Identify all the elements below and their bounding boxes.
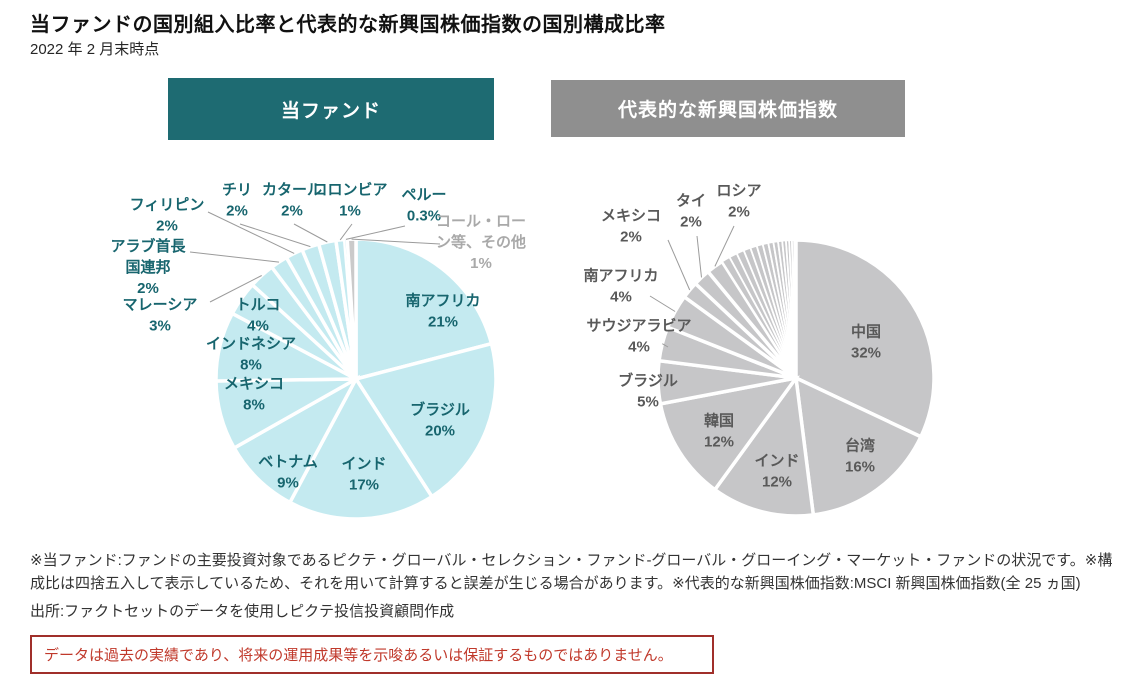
leader-line bbox=[351, 238, 441, 245]
pie-slice bbox=[794, 238, 936, 440]
page-title: 当ファンドの国別組入比率と代表的な新興国株価指数の国別構成比率 bbox=[30, 14, 666, 36]
slice-label: 中国 32% bbox=[851, 322, 881, 361]
pie-slice bbox=[287, 375, 435, 521]
disclaimer-box: データは過去の実績であり、将来の運用成果等を示唆あるいは保証するものではありませ… bbox=[30, 635, 714, 674]
source-note: 出所:ファクトセットのデータを使用しピクテ投信投資顧問作成 bbox=[30, 603, 455, 620]
pie-slice bbox=[793, 375, 924, 517]
pie-slice bbox=[353, 341, 498, 500]
leader-line bbox=[207, 211, 295, 254]
slice-label: インドネシア 8% bbox=[206, 335, 296, 373]
leader-line bbox=[649, 295, 676, 312]
slice-label: トルコ 4% bbox=[236, 296, 281, 334]
fund-chart-header: 当ファンド bbox=[168, 78, 494, 140]
slice-label: メキシコ 2% bbox=[601, 207, 661, 245]
slice-label: コール・ローン等、その他 1% bbox=[436, 213, 526, 272]
leader-line bbox=[662, 343, 669, 348]
slice-label: サウジアラビア 4% bbox=[586, 317, 691, 355]
pie-slice bbox=[712, 373, 816, 518]
fund-pie-chart: 南アフリカ 21% ブラジル 20% インド 17% ベトナム 9% メキシコ 8%インドネシア 8… bbox=[110, 181, 526, 521]
index-chart-header: 代表的な新興国株価指数 bbox=[551, 80, 905, 137]
as-of-date: 2022 年 2 月末時点 bbox=[30, 41, 160, 58]
slice-label: インド 17% bbox=[341, 455, 386, 493]
slice-label: 南アフリカ 21% bbox=[405, 291, 480, 330]
index-pie-chart: 中国 32% 台湾 16% インド 12% 韓国 12% ブラジル 5% サウジアラビア 4% 南アフリ… bbox=[583, 182, 936, 518]
footnote-text: ※当ファンド:ファンドの主要投資対象であるピクテ・グローバル・セレクション・ファ… bbox=[30, 552, 1113, 593]
slice-label: アラブ首長国連邦 2% bbox=[110, 237, 186, 297]
slice-label: ロシア 2% bbox=[716, 182, 761, 220]
slice-label: タイ 2% bbox=[676, 192, 706, 230]
pie-slice bbox=[793, 239, 797, 379]
slice-label: チリ 2% bbox=[222, 181, 252, 219]
slice-label: ブラジル 5% bbox=[618, 371, 678, 410]
slice-label: 南アフリカ 4% bbox=[583, 266, 658, 305]
slice-label: 韓国 12% bbox=[704, 411, 734, 450]
slice-label: マレーシア 3% bbox=[123, 296, 198, 334]
pie-slice bbox=[658, 375, 801, 493]
leader-line bbox=[696, 235, 702, 278]
slice-label: 台湾 16% bbox=[845, 436, 875, 475]
leader-line bbox=[293, 223, 328, 243]
slice-label: ブラジル 20% bbox=[410, 400, 470, 439]
slice-label: メキシコ 8% bbox=[224, 375, 284, 413]
slice-label: ペルー 0.3% bbox=[401, 186, 446, 224]
slice-label: カタール 2% bbox=[262, 181, 322, 219]
leader-line bbox=[239, 223, 311, 248]
leader-line bbox=[209, 275, 262, 303]
disclaimer-text: データは過去の実績であり、将来の運用成果等を示唆あるいは保証するものではありませ… bbox=[44, 647, 673, 664]
leader-line bbox=[189, 251, 280, 263]
leader-line bbox=[714, 225, 735, 267]
leader-line bbox=[667, 239, 691, 291]
slice-label: コロンビア 1% bbox=[312, 181, 387, 219]
slice-label: ベトナム 9% bbox=[258, 453, 318, 491]
leader-line bbox=[339, 223, 353, 241]
slice-label: フィリピン 2% bbox=[130, 196, 205, 234]
slice-label: インド 12% bbox=[754, 452, 799, 490]
leader-line bbox=[345, 225, 406, 240]
